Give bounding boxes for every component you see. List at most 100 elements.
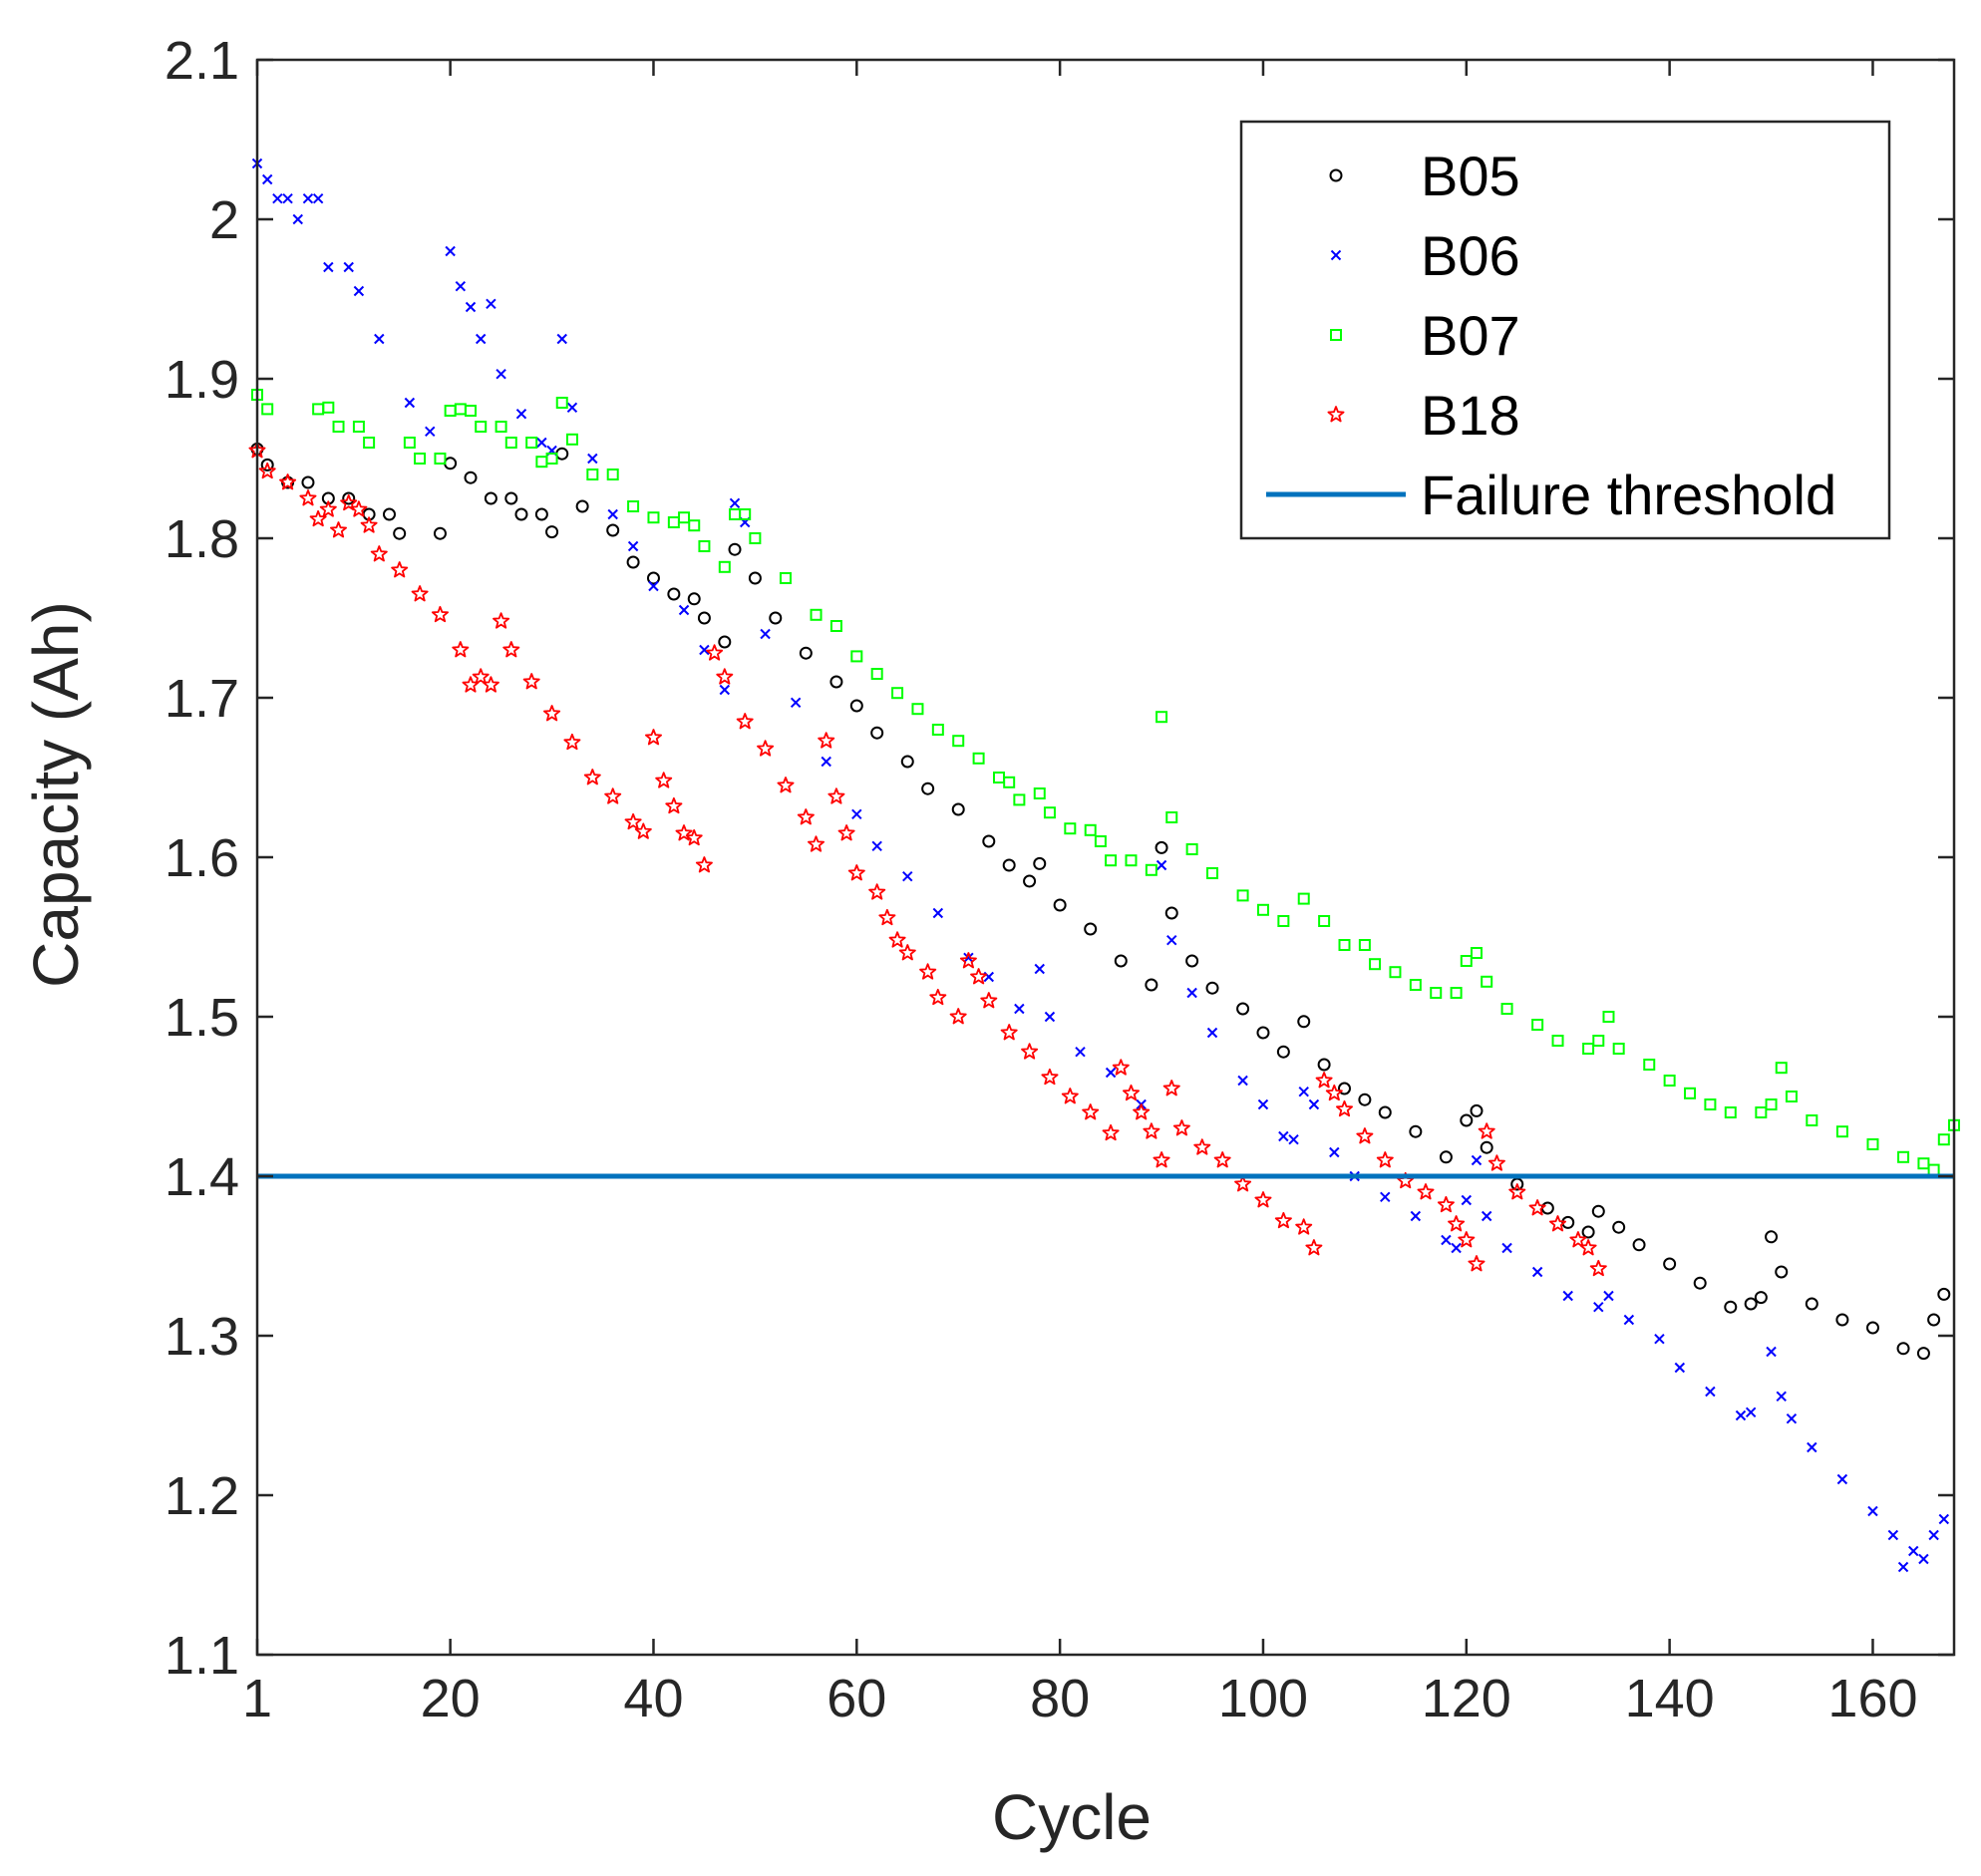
point-b06 <box>1928 1529 1939 1541</box>
point-b06 <box>1705 1386 1716 1398</box>
point-b06 <box>1034 963 1045 975</box>
point-b06 <box>323 261 334 273</box>
point-b06 <box>445 245 456 257</box>
point-b18 <box>1172 1119 1190 1136</box>
point-b06 <box>1441 1234 1452 1246</box>
point-b07 <box>1500 1003 1513 1015</box>
point-b18 <box>502 641 520 658</box>
point-b07 <box>1105 854 1118 867</box>
point-b18 <box>1468 1255 1486 1272</box>
point-b06 <box>1897 1561 1909 1573</box>
point-b07 <box>1806 1114 1818 1126</box>
point-b18 <box>980 992 998 1009</box>
point-b05 <box>748 571 762 585</box>
point-b06 <box>1836 1473 1848 1485</box>
point-b05 <box>504 491 518 505</box>
x-tick-label: 60 <box>826 1669 886 1728</box>
point-b06 <box>1938 1513 1950 1525</box>
point-b06 <box>1735 1409 1747 1421</box>
series-b07 <box>251 389 1960 1176</box>
point-b07 <box>1917 1157 1930 1170</box>
data-markers <box>248 157 1960 1573</box>
point-b06 <box>1623 1314 1635 1326</box>
point-b18 <box>959 952 977 969</box>
point-b06 <box>425 426 436 438</box>
point-b06 <box>343 261 354 273</box>
legend-marker-b07 <box>1330 329 1342 341</box>
point-b05 <box>1916 1347 1930 1361</box>
point-b05 <box>1835 1313 1849 1327</box>
point-b06 <box>1186 987 1197 999</box>
point-b18 <box>360 516 378 533</box>
point-b05 <box>1023 874 1037 888</box>
point-b06 <box>536 437 547 449</box>
point-b06 <box>1501 1242 1512 1254</box>
point-b07 <box>363 437 376 449</box>
point-b18 <box>411 585 429 602</box>
point-b18 <box>1112 1059 1130 1076</box>
point-b06 <box>455 280 467 292</box>
point-b05 <box>1632 1238 1646 1252</box>
point-b06 <box>790 697 802 709</box>
point-b18 <box>1579 1239 1597 1256</box>
point-b07 <box>1369 958 1382 971</box>
point-b05 <box>433 526 447 540</box>
point-b18 <box>1569 1231 1587 1248</box>
point-b06 <box>821 756 831 768</box>
point-b05 <box>1317 1058 1331 1072</box>
point-b18 <box>1508 1183 1526 1200</box>
point-b18 <box>1000 1024 1018 1041</box>
point-b06 <box>1329 1146 1340 1158</box>
point-b06 <box>1471 1154 1483 1166</box>
point-b05 <box>667 587 681 601</box>
point-b05 <box>799 646 813 660</box>
point-b05 <box>951 802 965 816</box>
point-b05 <box>1581 1225 1595 1239</box>
x-axis-label: Cycle <box>992 1781 1152 1853</box>
point-b18 <box>777 777 795 793</box>
point-b05 <box>900 755 914 769</box>
point-b18 <box>493 612 510 629</box>
point-b06 <box>282 192 293 204</box>
x-tick-label: 140 <box>1625 1669 1715 1728</box>
point-b18 <box>391 561 409 578</box>
point-b18 <box>1133 1103 1151 1120</box>
point-b06 <box>1044 1011 1056 1023</box>
point-b05 <box>534 507 548 521</box>
point-b18 <box>868 883 886 900</box>
point-b18 <box>583 769 601 785</box>
x-tick-label: 120 <box>1422 1669 1511 1728</box>
point-b18 <box>645 729 662 746</box>
point-b07 <box>1125 854 1138 867</box>
point-b05 <box>1612 1220 1626 1234</box>
point-b18 <box>827 787 845 804</box>
point-b07 <box>1145 863 1157 876</box>
point-b07 <box>1684 1087 1697 1099</box>
point-b18 <box>1041 1068 1059 1086</box>
point-b07 <box>1156 711 1168 724</box>
point-b06 <box>1908 1545 1919 1557</box>
point-b18 <box>452 641 470 658</box>
point-b07 <box>911 703 924 716</box>
point-b07 <box>261 403 274 416</box>
point-b07 <box>1297 892 1310 905</box>
point-b06 <box>851 808 862 820</box>
point-b07 <box>1033 787 1046 799</box>
point-b07 <box>1937 1133 1950 1146</box>
point-b07 <box>606 469 619 480</box>
point-b18 <box>522 673 540 690</box>
point-b07 <box>1094 835 1107 847</box>
point-b06 <box>1786 1412 1798 1424</box>
point-b06 <box>556 333 567 345</box>
point-b07 <box>698 540 711 552</box>
point-b18 <box>1061 1088 1079 1104</box>
point-b06 <box>627 540 639 552</box>
point-b18 <box>1021 1043 1039 1060</box>
point-b05 <box>1663 1257 1677 1271</box>
point-b05 <box>1460 1113 1474 1127</box>
point-b07 <box>504 437 517 449</box>
point-b06 <box>1481 1210 1492 1222</box>
point-b06 <box>1461 1194 1473 1206</box>
point-b06 <box>1766 1346 1777 1358</box>
point-b18 <box>1123 1084 1140 1101</box>
